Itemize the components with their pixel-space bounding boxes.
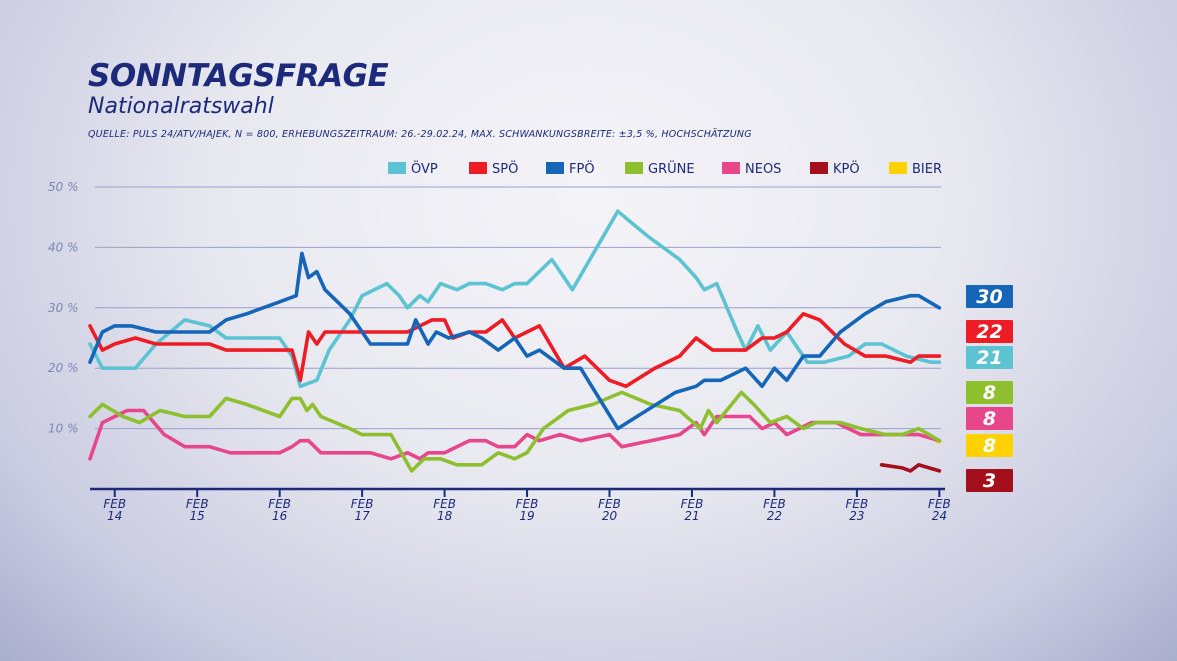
chart-subtitle: Nationalratswahl	[88, 94, 274, 119]
badge-bier: 8	[966, 434, 1013, 457]
x-tick-label-year: 15	[190, 509, 205, 523]
y-tick-label: 30 %	[48, 301, 79, 315]
legend-item-kpö: KPÖ	[810, 160, 860, 177]
badge-övp: 21	[966, 346, 1013, 369]
series-lines	[88, 209, 942, 473]
badge-fpö: 30	[966, 285, 1013, 308]
badge-neos: 8	[966, 407, 1013, 430]
x-tick-label-month: FEB	[681, 497, 704, 511]
x-tick-label-year: 17	[354, 509, 370, 523]
x-tick-label-year: 22	[767, 509, 782, 523]
legend-swatch	[889, 162, 907, 174]
grid-lines	[95, 186, 941, 430]
legend-label: BIER	[912, 162, 942, 177]
chart-title: SONNTAGSFRAGE	[88, 58, 389, 94]
badge-value: 3	[983, 470, 996, 492]
y-tick-label: 40 %	[48, 240, 79, 254]
legend-swatch	[810, 162, 828, 174]
x-tick-label-month: FEB	[433, 497, 456, 511]
x-axis: FEB14FEB15FEB16FEB17FEB18FEB19FEB20FEB21…	[90, 487, 951, 523]
legend-item-neos: NEOS	[722, 162, 781, 177]
legend-label: ÖVP	[411, 160, 438, 177]
badge-grüne: 8	[966, 381, 1013, 404]
badge-box	[966, 469, 1013, 492]
badge-value: 8	[983, 408, 996, 430]
legend-label: KPÖ	[833, 160, 860, 177]
series-line-övp	[88, 209, 942, 389]
x-tick-label-month: FEB	[186, 497, 209, 511]
y-tick-label: 50 %	[48, 180, 79, 194]
badge-box	[966, 346, 1013, 369]
series-line-fpö	[88, 251, 942, 431]
legend-label: NEOS	[745, 162, 781, 177]
legend-swatch	[388, 162, 406, 174]
legend-item-övp: ÖVP	[388, 160, 438, 177]
source-note: QUELLE: PULS 24/ATV/HAJEK, N = 800, ERHE…	[88, 129, 752, 140]
legend-item-bier: BIER	[889, 162, 942, 177]
x-tick-label-year: 19	[519, 509, 534, 523]
badge-spö: 22	[966, 320, 1013, 343]
badge-box	[966, 320, 1013, 343]
badge-box	[966, 285, 1013, 308]
badge-kpö: 3	[966, 469, 1013, 492]
x-tick-label-year: 20	[602, 509, 618, 523]
badge-box	[966, 407, 1013, 430]
x-tick-label-month: FEB	[103, 497, 126, 511]
legend: ÖVP SPÖ FPÖ GRÜNE NEOS KPÖ BIER	[388, 160, 942, 177]
legend-item-fpö: FPÖ	[546, 160, 595, 177]
x-tick-label-year: 16	[272, 509, 288, 523]
badge-value: 8	[983, 435, 996, 457]
y-tick-label: 10 %	[48, 422, 79, 436]
legend-swatch	[722, 162, 740, 174]
final-value-badges: 30 22 21 8 8 8 3	[966, 285, 1013, 492]
legend-item-spö: SPÖ	[469, 160, 518, 177]
x-tick-label-month: FEB	[598, 497, 621, 511]
x-tick-label-year: 18	[437, 509, 453, 523]
legend-item-grüne: GRÜNE	[625, 160, 695, 177]
x-tick-label-month: FEB	[268, 497, 291, 511]
legend-label: FPÖ	[569, 160, 595, 177]
legend-swatch	[546, 162, 564, 174]
series-line-spö	[88, 312, 942, 389]
x-tick-label-year: 14	[107, 509, 122, 523]
badge-box	[966, 381, 1013, 404]
x-tick-label-month: FEB	[351, 497, 374, 511]
series-line-kpö	[879, 463, 942, 473]
legend-label: GRÜNE	[648, 160, 695, 177]
legend-swatch	[469, 162, 487, 174]
x-tick-label-year: 21	[684, 509, 699, 523]
x-tick-label-month: FEB	[928, 497, 951, 511]
series-line-neos	[88, 408, 942, 461]
series-line-grüne	[88, 390, 942, 473]
badge-value: 22	[976, 321, 1002, 343]
badge-box	[966, 434, 1013, 457]
badge-value: 30	[976, 286, 1002, 308]
y-axis-ticks: 10 % 20 % 30 % 40 % 50 %	[48, 180, 79, 436]
legend-label: SPÖ	[492, 160, 518, 177]
x-tick-label-month: FEB	[846, 497, 869, 511]
badge-value: 8	[983, 382, 996, 404]
badge-value: 21	[976, 347, 1002, 369]
x-tick-label-year: 23	[849, 509, 864, 523]
x-tick-label-month: FEB	[763, 497, 786, 511]
y-tick-label: 20 %	[48, 361, 79, 375]
x-tick-label-year: 24	[932, 509, 947, 523]
legend-swatch	[625, 162, 643, 174]
x-tick-label-month: FEB	[516, 497, 539, 511]
